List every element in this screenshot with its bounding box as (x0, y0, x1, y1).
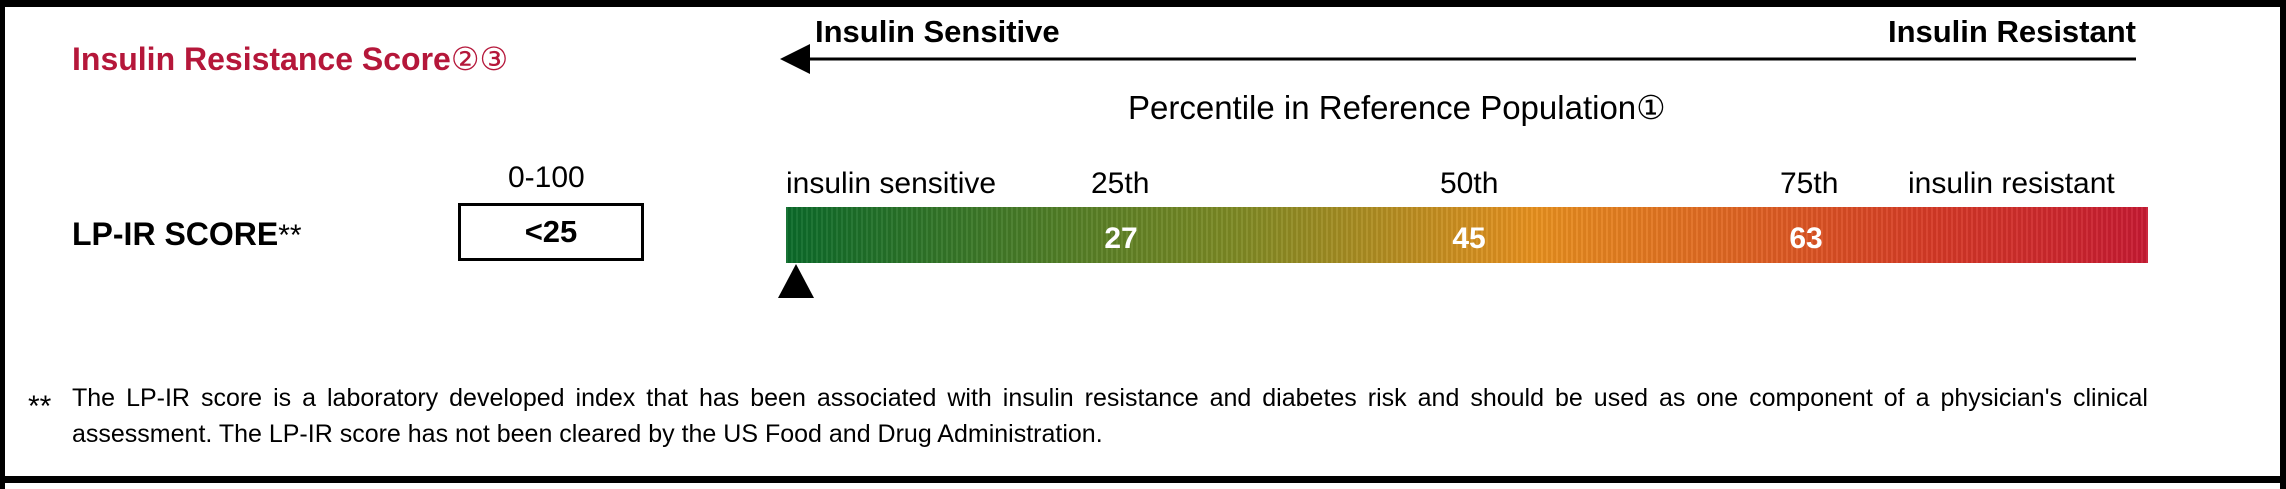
bar-texture (786, 207, 2148, 263)
bar-value-50th: 45 (1452, 222, 1486, 255)
section-title: Insulin Resistance Score②③ (72, 40, 508, 78)
left-border (0, 0, 5, 489)
footnote-marker: ** (28, 390, 52, 423)
score-marker-icon (778, 264, 814, 298)
lp-ir-score-label: LP-IR SCORE** (72, 216, 302, 253)
percentile-gradient-bar (786, 207, 2148, 263)
tick-label-25th: 25th (1091, 167, 1150, 200)
tick-label-50th: 50th (1440, 167, 1499, 200)
footnote-text: The LP-IR score is a laboratory develope… (72, 384, 2148, 448)
section-title-text: Insulin Resistance Score (72, 41, 451, 77)
tick-label-75th: 75th (1780, 167, 1839, 200)
bar-value-25th: 27 (1104, 222, 1138, 255)
score-range: 0-100 (508, 161, 585, 194)
scale-end-left-label: insulin sensitive (786, 167, 997, 200)
score-value: <25 (524, 214, 578, 249)
section-title-refs: ②③ (450, 41, 509, 77)
lp-ir-score-label-text: LP-IR SCORE (72, 216, 279, 252)
bar-value-75th: 63 (1789, 222, 1823, 255)
score-value-box: <25 (458, 203, 644, 261)
left-arrow-icon (780, 44, 2136, 74)
percentile-title: Percentile in Reference Population① (1128, 89, 1666, 126)
bottom-border (0, 476, 2286, 483)
insulin-resistant-heading: Insulin Resistant (1887, 14, 2136, 49)
top-border (0, 0, 2286, 7)
scale-end-right-label: insulin resistant (1908, 167, 2115, 200)
insulin-sensitive-heading: Insulin Sensitive (815, 14, 1060, 49)
right-border (2280, 0, 2286, 489)
lp-ir-score-footnote-marker: ** (278, 219, 302, 252)
